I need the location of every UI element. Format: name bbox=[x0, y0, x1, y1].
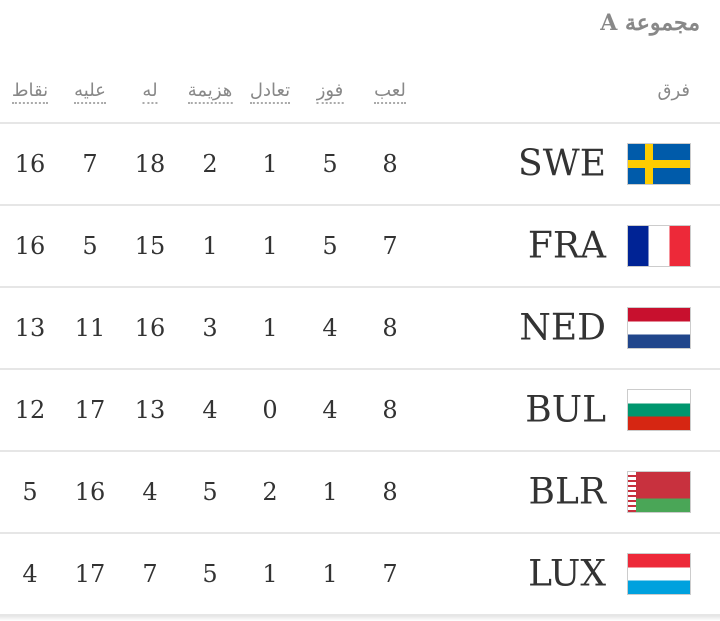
stat-cell: 11 bbox=[74, 314, 106, 342]
team-code: NED bbox=[519, 307, 606, 349]
stat-cell: 7 bbox=[382, 560, 398, 588]
column-header: تعادل bbox=[249, 80, 291, 104]
team-code: LUX bbox=[528, 553, 606, 595]
stat-cell: 16 bbox=[14, 232, 46, 260]
stat-cell: 13 bbox=[14, 314, 46, 342]
stat-cell: 1 bbox=[322, 560, 338, 588]
stat-cell: 7 bbox=[142, 560, 158, 588]
stat-cell: 1 bbox=[202, 232, 218, 260]
stat-cell: 5 bbox=[202, 560, 218, 588]
row-divider bbox=[0, 368, 720, 370]
stat-cell: 4 bbox=[142, 478, 158, 506]
team-flag bbox=[627, 553, 691, 595]
stat-cell: 17 bbox=[74, 396, 106, 424]
stat-cell: 3 bbox=[202, 314, 218, 342]
stat-cell: 4 bbox=[22, 560, 38, 588]
row-divider bbox=[0, 614, 720, 616]
stat-cell: 1 bbox=[262, 150, 278, 178]
team-code: BUL bbox=[525, 389, 606, 431]
stat-cell: 0 bbox=[262, 396, 278, 424]
stat-cell: 1 bbox=[262, 314, 278, 342]
stat-cell: 16 bbox=[14, 150, 46, 178]
column-header: عليه bbox=[74, 80, 106, 104]
stat-cell: 2 bbox=[202, 150, 218, 178]
column-header: هزيمة bbox=[187, 80, 233, 104]
stat-cell: 8 bbox=[382, 314, 398, 342]
stat-cell: 16 bbox=[134, 314, 166, 342]
stat-cell: 18 bbox=[134, 150, 166, 178]
stat-cell: 7 bbox=[382, 232, 398, 260]
team-flag bbox=[627, 389, 691, 431]
stat-cell: 13 bbox=[134, 396, 166, 424]
flag-part bbox=[628, 160, 690, 168]
team-code: BLR bbox=[528, 471, 606, 513]
stat-cell: 8 bbox=[382, 150, 398, 178]
row-divider bbox=[0, 122, 720, 124]
stat-cell: 17 bbox=[74, 560, 106, 588]
row-divider bbox=[0, 286, 720, 288]
team-code: SWE bbox=[518, 143, 606, 185]
stat-cell: 15 bbox=[134, 232, 166, 260]
column-header: له bbox=[142, 80, 158, 104]
column-header: فرق bbox=[657, 80, 690, 101]
group-title: مجموعة A bbox=[600, 10, 700, 36]
stat-cell: 4 bbox=[202, 396, 218, 424]
team-flag bbox=[627, 143, 691, 185]
stat-cell: 5 bbox=[322, 150, 338, 178]
stat-cell: 8 bbox=[382, 396, 398, 424]
card-shadow bbox=[0, 614, 720, 621]
row-divider bbox=[0, 204, 720, 206]
team-flag bbox=[627, 471, 691, 513]
stat-cell: 4 bbox=[322, 396, 338, 424]
team-flag bbox=[627, 225, 691, 267]
team-flag bbox=[627, 307, 691, 349]
stat-cell: 8 bbox=[382, 478, 398, 506]
column-header: نقاط bbox=[11, 80, 49, 104]
column-header: فوز bbox=[316, 80, 344, 104]
stat-cell: 5 bbox=[322, 232, 338, 260]
stat-cell: 1 bbox=[262, 560, 278, 588]
row-divider bbox=[0, 450, 720, 452]
stat-cell: 5 bbox=[22, 478, 38, 506]
stat-cell: 4 bbox=[322, 314, 338, 342]
stat-cell: 1 bbox=[262, 232, 278, 260]
stat-cell: 7 bbox=[82, 150, 98, 178]
stat-cell: 12 bbox=[14, 396, 46, 424]
row-divider bbox=[0, 532, 720, 534]
column-header: لعب bbox=[374, 80, 406, 104]
flag-part bbox=[628, 472, 636, 512]
stat-cell: 5 bbox=[202, 478, 218, 506]
stat-cell: 16 bbox=[74, 478, 106, 506]
team-code: FRA bbox=[527, 225, 606, 267]
stat-cell: 2 bbox=[262, 478, 278, 506]
stat-cell: 5 bbox=[82, 232, 98, 260]
stat-cell: 1 bbox=[322, 478, 338, 506]
